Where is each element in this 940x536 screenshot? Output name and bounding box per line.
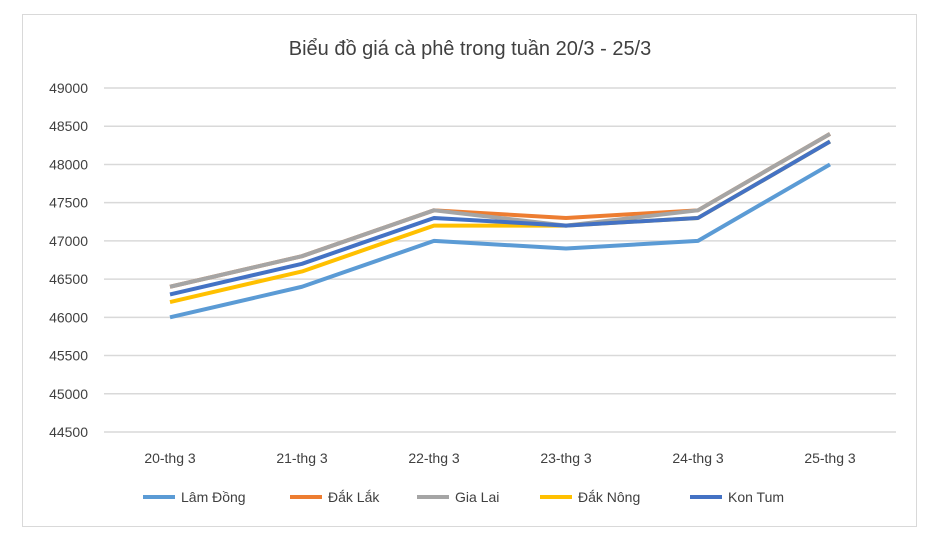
legend-label: Kon Tum bbox=[728, 489, 784, 505]
y-tick-label: 47000 bbox=[49, 233, 88, 249]
chart-title: Biểu đồ giá cà phê trong tuần 20/3 - 25/… bbox=[289, 38, 652, 60]
legend-item: Kon Tum bbox=[690, 489, 784, 505]
y-tick-label: 46500 bbox=[49, 271, 88, 287]
x-tick-label: 25-thg 3 bbox=[804, 450, 856, 466]
y-tick-label: 47500 bbox=[49, 195, 88, 211]
legend-item: Đắk Lắk bbox=[290, 489, 380, 505]
y-tick-label: 45500 bbox=[49, 348, 88, 364]
x-tick-label: 24-thg 3 bbox=[672, 450, 724, 466]
legend-item: Gia Lai bbox=[417, 489, 499, 505]
y-tick-label: 44500 bbox=[49, 424, 88, 440]
x-tick-label: 22-thg 3 bbox=[408, 450, 460, 466]
legend-item: Đắk Nông bbox=[540, 489, 640, 505]
y-tick-label: 46000 bbox=[49, 309, 88, 325]
x-tick-label: 21-thg 3 bbox=[276, 450, 328, 466]
y-tick-label: 48000 bbox=[49, 156, 88, 172]
series-line-2 bbox=[169, 132, 832, 289]
x-tick-label: 23-thg 3 bbox=[540, 450, 592, 466]
chart-frame bbox=[22, 14, 917, 527]
series-line-0 bbox=[169, 162, 832, 320]
y-tick-label: 48500 bbox=[49, 118, 88, 134]
legend-label: Đắk Nông bbox=[578, 489, 640, 505]
y-tick-label: 45000 bbox=[49, 386, 88, 402]
legend-item: Lâm Đồng bbox=[143, 489, 246, 505]
legend-label: Đắk Lắk bbox=[328, 489, 380, 505]
y-tick-label: 49000 bbox=[49, 80, 88, 96]
legend-label: Gia Lai bbox=[455, 489, 499, 505]
series-line-4 bbox=[169, 139, 832, 297]
x-tick-label: 20-thg 3 bbox=[144, 450, 196, 466]
legend-label: Lâm Đồng bbox=[181, 489, 246, 505]
